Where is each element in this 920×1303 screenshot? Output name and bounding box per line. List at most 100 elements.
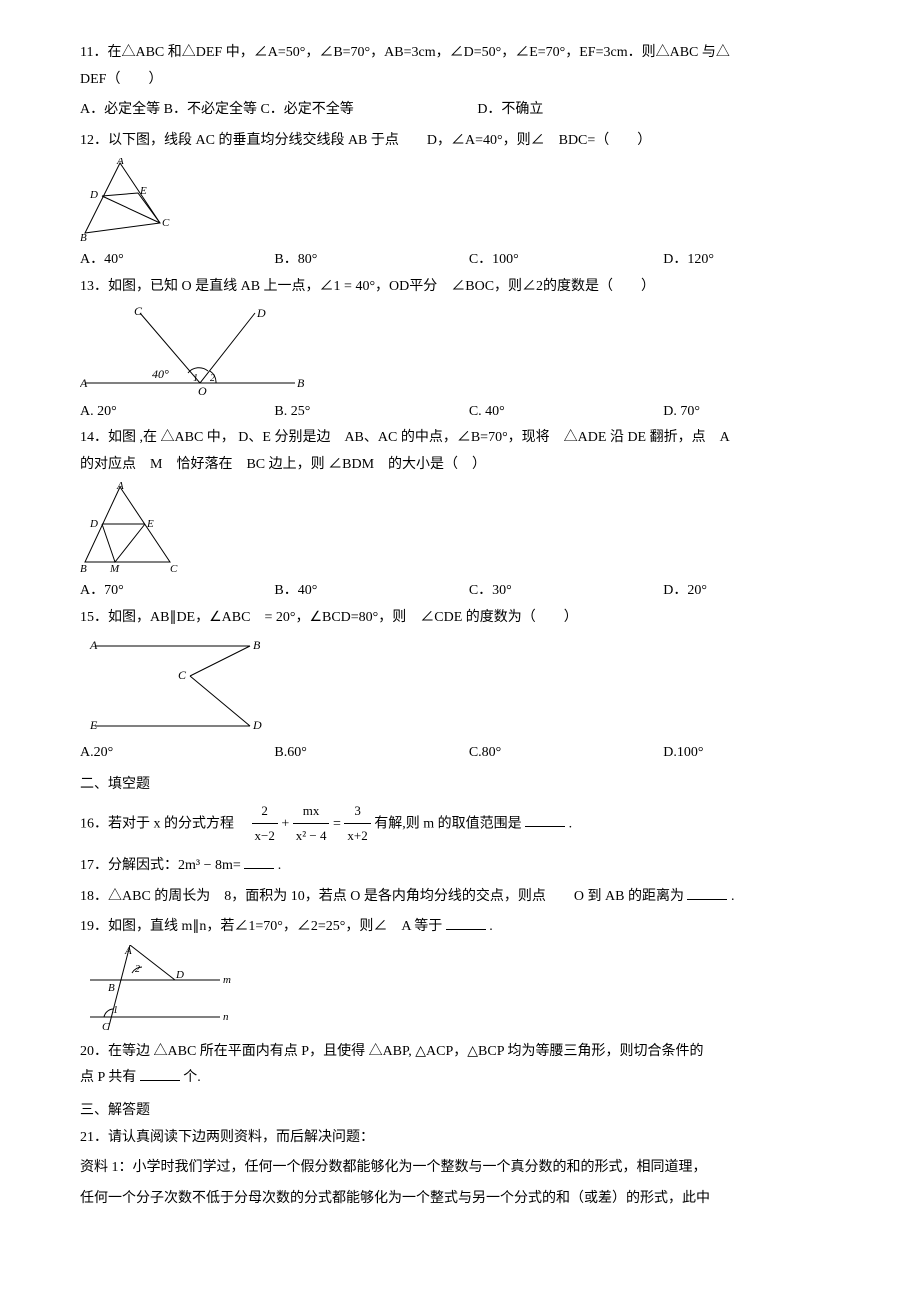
q14-line1: 14．如图 ,在 △ABC 中， D、E 分别是边 AB、AC 的中点，∠B=7… [80, 430, 730, 445]
svg-text:B: B [108, 982, 115, 994]
q18-end: . [731, 889, 735, 904]
q15-opt-d: D.100° [663, 740, 840, 767]
svg-text:C: C [102, 1021, 110, 1033]
svg-text:B: B [80, 563, 87, 574]
q21-l1: 21．请认真阅读下边两则资料，而后解决问题： [80, 1125, 840, 1152]
svg-text:40°: 40° [152, 367, 169, 381]
q14-opt-d: D．20° [663, 578, 840, 605]
q17-blank [244, 854, 274, 869]
svg-text:D: D [175, 969, 184, 981]
q17-text: 17．分解因式：2m³ − 8m= [80, 858, 244, 873]
q16-post: 有解,则 m 的取值范围是 [374, 816, 521, 831]
q11-opt-b: B．不必定全等 [164, 102, 257, 117]
q19: 19．如图，直线 m∥n，若∠1=70°，∠2=25°，则∠ A 等于 . [80, 914, 840, 941]
q12-opt-a: A．40° [80, 247, 274, 274]
svg-text:2: 2 [135, 964, 140, 975]
svg-text:D: D [89, 189, 98, 201]
q11-opt-a: A．必定全等 [80, 102, 160, 117]
q16-frac2: mx x² − 4 [293, 799, 330, 849]
svg-text:D: D [252, 718, 262, 732]
svg-text:A: A [116, 482, 124, 492]
q20: 20．在等边 △ABC 所在平面内有点 P，且使得 △ABP, △ACP，△BC… [80, 1039, 840, 1092]
q15-opt-c: C.80° [469, 740, 663, 767]
section3-title: 三、解答题 [80, 1098, 840, 1125]
svg-text:B: B [297, 376, 305, 390]
q18-blank [687, 885, 727, 900]
q11-opt-d: D．不确立 [477, 102, 543, 117]
svg-text:M: M [109, 563, 120, 574]
svg-text:1: 1 [113, 1005, 118, 1016]
section2-title: 二、填空题 [80, 772, 840, 799]
svg-text:A: A [116, 158, 124, 167]
q19-text: 19．如图，直线 m∥n，若∠1=70°，∠2=25°，则∠ A 等于 [80, 919, 442, 934]
q11-line2: DEF（ ） [80, 72, 162, 87]
svg-text:B: B [80, 232, 87, 243]
q12-opt-c: C．100° [469, 247, 663, 274]
q15-figure: A B C E D [80, 636, 270, 736]
svg-text:C: C [178, 668, 187, 682]
q20-line1: 20．在等边 △ABC 所在平面内有点 P，且使得 △ABP, △ACP，△BC… [80, 1044, 703, 1059]
q14-opt-c: C．30° [469, 578, 663, 605]
q13-figure: A B O C D 40° 1 2 [80, 305, 310, 395]
q13-text: 13．如图，已知 O 是直线 AB 上一点，∠1 = 40°，OD平分 ∠BOC… [80, 274, 840, 301]
q15-text: 15．如图，AB∥DE，∠ABC = 20°，∠BCD=80°，则 ∠CDE 的… [80, 605, 840, 632]
q15-opt-b: B.60° [274, 740, 468, 767]
svg-text:C: C [162, 217, 170, 229]
q20-blank [140, 1066, 180, 1081]
svg-text:D: D [256, 306, 266, 320]
q13-opt-c: C. 40° [469, 399, 663, 426]
q16-plus: + [281, 816, 292, 831]
q11-line1: 11．在△ABC 和△DEF 中，∠A=50°，∠B=70°，AB=3cm，∠D… [80, 45, 730, 60]
svg-text:D: D [89, 518, 98, 530]
q21-l2: 资料 1：小学时我们学过，任何一个假分数都能够化为一个整数与一个真分数的和的形式… [80, 1155, 840, 1182]
q17: 17．分解因式：2m³ − 8m= . [80, 853, 840, 880]
q18-text: 18．△ABC 的周长为 8，面积为 10，若点 O 是各内角均分线的交点，则点… [80, 889, 684, 904]
q15-opts: A.20° B.60° C.80° D.100° [80, 740, 840, 767]
svg-text:2: 2 [210, 373, 215, 384]
q16-end: . [569, 816, 573, 831]
svg-text:A: A [124, 945, 132, 957]
q20-line2b: 个. [183, 1070, 201, 1085]
q19-blank [446, 915, 486, 930]
svg-text:B: B [253, 638, 261, 652]
q16-frac3: 3 x+2 [344, 799, 370, 849]
q19-figure: A D B C m n 2 1 [80, 945, 240, 1035]
q12-text: 12．以下图，线段 AC 的垂直均分线交线段 AB 于点 D，∠A=40°，则∠… [80, 128, 840, 155]
q15-opt-a: A.20° [80, 740, 274, 767]
q18: 18．△ABC 的周长为 8，面积为 10，若点 O 是各内角均分线的交点，则点… [80, 884, 840, 911]
svg-text:O: O [198, 384, 207, 395]
svg-text:C: C [170, 563, 178, 574]
q13-opt-b: B. 25° [274, 399, 468, 426]
svg-text:n: n [223, 1011, 229, 1023]
q11: 11．在△ABC 和△DEF 中，∠A=50°，∠B=70°，AB=3cm，∠D… [80, 40, 840, 93]
q14-opt-a: A．70° [80, 578, 274, 605]
q14-line2: 的对应点 M 恰好落在 BC 边上，则 ∠BDM 的大小是（ ） [80, 457, 486, 472]
q14-opt-b: B．40° [274, 578, 468, 605]
q16-blank [525, 812, 565, 827]
q14: 14．如图 ,在 △ABC 中， D、E 分别是边 AB、AC 的中点，∠B=7… [80, 425, 840, 478]
q14-figure: A B C D E M [80, 482, 180, 574]
q16-eq: = [333, 816, 344, 831]
svg-text:E: E [89, 718, 98, 732]
q11-opts: A．必定全等 B．不必定全等 C．必定不全等 D．不确立 [80, 97, 840, 124]
svg-text:m: m [223, 974, 231, 986]
q12-opt-b: B．80° [274, 247, 468, 274]
q12-opts: A．40° B．80° C．100° D．120° [80, 247, 840, 274]
q16: 16．若对于 x 的分式方程 2 x−2 + mx x² − 4 = 3 x+2… [80, 799, 840, 849]
q13-opt-d: D. 70° [663, 399, 840, 426]
q16-frac1: 2 x−2 [252, 799, 278, 849]
q12-figure: A B C D E [80, 158, 175, 243]
q11-opt-c: C．必定不全等 [260, 102, 353, 117]
q12-opt-d: D．120° [663, 247, 840, 274]
svg-text:E: E [146, 518, 154, 530]
q20-line2a: 点 P 共有 [80, 1070, 136, 1085]
q19-end: . [489, 919, 493, 934]
q17-end: . [278, 858, 282, 873]
svg-text:E: E [139, 185, 147, 197]
q13-opts: A. 20° B. 25° C. 40° D. 70° [80, 399, 840, 426]
svg-text:1: 1 [193, 373, 198, 384]
svg-text:C: C [134, 305, 143, 318]
q14-opts: A．70° B．40° C．30° D．20° [80, 578, 840, 605]
svg-text:A: A [89, 638, 98, 652]
q13-opt-a: A. 20° [80, 399, 274, 426]
